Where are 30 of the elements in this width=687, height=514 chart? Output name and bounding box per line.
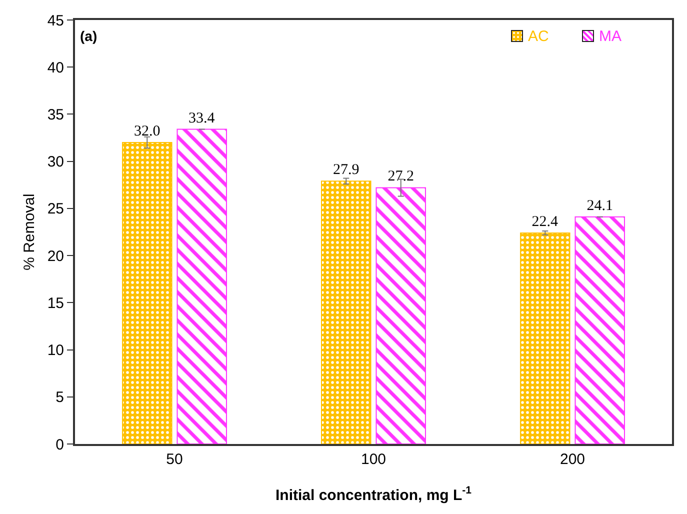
bar <box>321 180 372 444</box>
legend-label: MA <box>599 28 622 45</box>
data-label: 27.9 <box>333 162 360 178</box>
y-tick-label: 30 <box>47 154 64 171</box>
y-tick-label: 35 <box>47 106 64 124</box>
y-tick-label: 20 <box>47 248 64 265</box>
data-label: 27.2 <box>388 168 414 185</box>
data-label: 22.4 <box>532 214 559 230</box>
text: AC <box>528 28 550 45</box>
data-label: 32.0 <box>134 123 160 140</box>
y-tick-label: 15 <box>47 294 64 312</box>
bar <box>176 128 227 444</box>
x-tick-label: 100 <box>360 451 386 468</box>
y-tick-label: 40 <box>47 59 64 76</box>
data-label: 33.4 <box>188 110 216 126</box>
x-tick-label: 200 <box>560 451 586 468</box>
y-tick-label: 0 <box>56 436 64 454</box>
bar <box>376 187 426 444</box>
bar <box>520 232 570 444</box>
bar <box>574 216 625 444</box>
y-tick-label: 10 <box>47 342 64 360</box>
y-axis-title: % Removal <box>21 194 38 270</box>
bar <box>122 142 172 444</box>
y-tick-label: 25 <box>47 200 64 218</box>
data-label: 24.1 <box>586 198 613 214</box>
x-tick-label: 50 <box>166 451 183 468</box>
x-axis-title: Initial concentration, mg L$^{-1}$ <box>275 484 472 504</box>
y-tick-label: 5 <box>56 389 64 406</box>
y-tick-label: 45 <box>47 12 64 30</box>
annotation: (a) <box>80 28 98 44</box>
